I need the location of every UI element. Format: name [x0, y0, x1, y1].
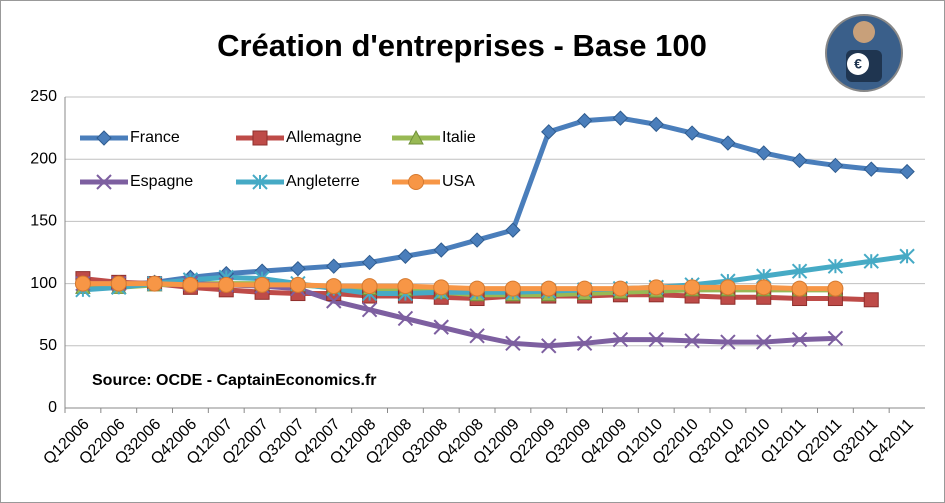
- data-point: [110, 275, 127, 292]
- data-point: [863, 161, 879, 177]
- data-point: [863, 292, 879, 308]
- data-point: [827, 258, 844, 274]
- legend-marker: [96, 130, 112, 146]
- data-point: [182, 276, 199, 293]
- data-point: [791, 331, 808, 348]
- legend-marker: [252, 130, 268, 146]
- data-point: [827, 330, 844, 347]
- source-annotation: Source: OCDE - CaptainEconomics.fr: [92, 372, 377, 389]
- data-point: [469, 232, 485, 248]
- y-tick-label: 0: [48, 399, 57, 416]
- data-point: [361, 278, 378, 295]
- legend-entry: Espagne: [80, 173, 193, 190]
- data-point: [648, 116, 664, 133]
- legend-marker: [408, 174, 424, 190]
- data-point: [325, 278, 342, 295]
- data-point: [720, 135, 736, 151]
- data-point: [720, 334, 736, 350]
- data-point: [541, 338, 557, 354]
- data-point: [576, 280, 593, 297]
- legend-label: Allemagne: [286, 129, 362, 146]
- legend-marker: [252, 174, 268, 190]
- data-point: [863, 253, 879, 269]
- data-point: [899, 248, 915, 264]
- data-point: [576, 335, 593, 352]
- data-point: [218, 276, 235, 293]
- data-point: [791, 152, 808, 169]
- data-point: [469, 280, 486, 297]
- data-point: [576, 112, 593, 129]
- data-point: [289, 276, 306, 293]
- svg-text:€: €: [854, 56, 862, 72]
- y-tick-label: 250: [30, 88, 57, 105]
- legend-entry: Angleterre: [236, 173, 360, 190]
- data-point: [719, 279, 736, 296]
- data-point: [612, 331, 629, 348]
- data-point: [756, 145, 772, 161]
- y-tick-label: 200: [30, 150, 57, 167]
- series-line: [82, 281, 836, 292]
- data-point: [254, 276, 271, 293]
- legend-label: Angleterre: [286, 173, 360, 190]
- legend-label: USA: [442, 173, 475, 190]
- legend-label: Italie: [442, 129, 476, 146]
- data-point: [361, 302, 378, 318]
- data-point: [469, 328, 485, 344]
- data-point: [684, 333, 700, 349]
- data-point: [755, 279, 772, 296]
- data-point: [791, 280, 808, 297]
- data-point: [361, 254, 378, 271]
- data-point: [433, 279, 450, 296]
- legend-entry: USA: [392, 173, 475, 190]
- logo: €: [825, 14, 903, 92]
- data-point: [397, 310, 414, 327]
- data-point: [504, 280, 521, 297]
- data-point: [648, 279, 665, 296]
- data-point: [827, 280, 844, 297]
- data-point: [505, 335, 521, 352]
- legend-label: Espagne: [130, 173, 193, 190]
- data-point: [433, 319, 449, 335]
- data-point: [326, 258, 342, 274]
- data-point: [505, 222, 521, 238]
- legend-label: France: [130, 129, 180, 146]
- data-point: [648, 331, 664, 348]
- data-point: [899, 163, 915, 180]
- legend-entry: Italie: [392, 129, 476, 146]
- y-tick-label: 100: [30, 275, 57, 292]
- data-point: [756, 334, 772, 350]
- y-tick-label: 50: [39, 337, 57, 354]
- data-point: [74, 275, 91, 292]
- legend-entry: France: [80, 129, 180, 146]
- data-point: [612, 280, 629, 297]
- legend-entry: Allemagne: [236, 129, 362, 146]
- data-point: [791, 263, 808, 279]
- data-point: [290, 260, 306, 277]
- data-point: [397, 248, 414, 264]
- y-tick-label: 150: [30, 213, 57, 230]
- data-point: [146, 275, 163, 292]
- chart-title: Création d'entreprises - Base 100: [217, 28, 707, 63]
- data-point: [397, 278, 414, 295]
- legend-marker: [96, 174, 112, 190]
- data-point: [684, 125, 700, 141]
- data-point: [684, 279, 701, 296]
- legend-marker: [408, 129, 424, 145]
- data-point: [540, 280, 557, 297]
- data-point: [541, 124, 557, 140]
- data-point: [433, 242, 449, 258]
- data-point: [612, 110, 629, 126]
- data-point: [326, 293, 342, 309]
- data-point: [827, 157, 844, 174]
